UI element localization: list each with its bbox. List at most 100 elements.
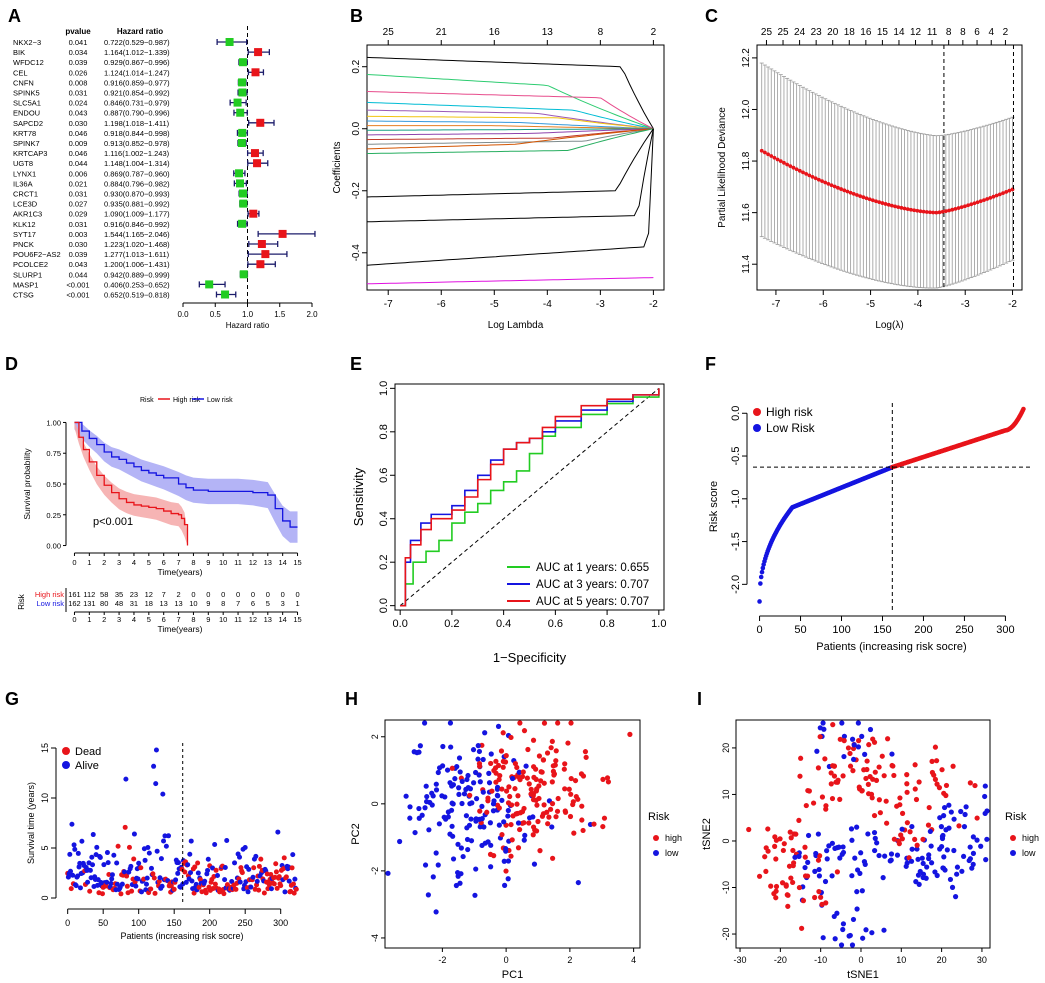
risk-score-point — [759, 569, 765, 575]
sample-point — [464, 836, 471, 843]
y-tick-label: -2.0 — [730, 575, 742, 594]
pvalue-label: 0.009 — [69, 139, 88, 148]
survival-point — [258, 856, 264, 862]
sample-point — [840, 849, 847, 856]
sample-point — [488, 864, 494, 870]
sample-point — [456, 791, 462, 797]
sample-point — [762, 854, 768, 860]
y-tick-label: 12.2 — [741, 48, 752, 68]
sample-point — [570, 801, 576, 808]
sample-point — [854, 889, 860, 895]
x-tick-label: 50 — [794, 624, 806, 636]
hr-point — [205, 280, 214, 289]
sample-point — [469, 800, 475, 806]
sample-point — [863, 927, 869, 933]
pvalue-label: 0.046 — [69, 149, 88, 158]
x-tick-label: -4 — [543, 299, 552, 310]
survival-point — [254, 878, 260, 884]
sample-point — [850, 916, 857, 923]
sample-point — [517, 720, 523, 726]
sample-point — [510, 813, 516, 819]
sample-point — [784, 892, 790, 898]
sample-point — [503, 788, 510, 794]
legend-marker-low — [1010, 850, 1016, 856]
survival-point — [77, 860, 83, 866]
y-axis-label: Sensitivity — [351, 467, 366, 526]
sample-point — [924, 864, 930, 870]
plot-frame — [735, 719, 991, 949]
gene-label: CTSG — [13, 291, 34, 300]
sample-point — [550, 763, 556, 769]
panel-f-risk-score: 0 50 100 150 200 250 300 -2.0 -1.5 -1.0 -0.5 0.0 Pat… — [708, 403, 1030, 653]
risk-row-label-high: High risk — [35, 590, 64, 599]
sample-point — [417, 743, 423, 749]
sample-point — [440, 743, 446, 750]
sample-point — [414, 750, 420, 756]
top-tick-label: 16 — [860, 27, 872, 38]
sample-point — [501, 858, 507, 864]
survival-point — [72, 846, 78, 852]
risk-count-low: 5 — [266, 599, 270, 608]
survival-point — [245, 889, 251, 895]
x-tick-label: -20 — [774, 955, 787, 965]
sample-point — [967, 856, 973, 862]
sample-point — [515, 845, 522, 851]
sample-point — [456, 785, 462, 791]
sample-point — [943, 827, 949, 833]
deviance-point — [788, 164, 793, 168]
sample-point — [904, 820, 910, 826]
km-curve-low — [74, 421, 298, 528]
legend-label-low: Low Risk — [766, 421, 816, 435]
survival-point — [68, 886, 74, 892]
sample-point — [508, 734, 514, 741]
survival-point — [89, 854, 95, 860]
deviance-point — [766, 152, 770, 157]
risk-row-label-low: Low risk — [36, 599, 64, 608]
sample-point — [984, 808, 990, 814]
survival-point — [205, 867, 211, 873]
sample-point — [548, 745, 554, 751]
sample-point — [849, 736, 856, 742]
risk-count-high: 0 — [191, 590, 195, 599]
sample-point — [926, 855, 932, 862]
survival-point — [157, 875, 163, 881]
deviance-point — [810, 174, 815, 179]
gene-label: SLURP1 — [13, 270, 42, 279]
coefficient-path — [366, 56, 654, 129]
sample-point — [944, 847, 950, 853]
sample-point — [501, 819, 507, 825]
top-tick-label: 6 — [974, 27, 980, 38]
gene-label: BIK — [13, 48, 25, 57]
hr-point — [238, 189, 247, 198]
sample-point — [818, 894, 824, 900]
sample-point — [505, 813, 511, 819]
sample-point — [908, 858, 915, 864]
sample-point — [521, 728, 528, 734]
risk-table-x-tick-label: 12 — [249, 615, 257, 624]
sample-point — [578, 771, 585, 777]
panel-e-roc: 0.0 0.2 0.4 0.6 0.8 1.0 0.0 0.2 0.4 0.6 0.8 1.0 1−Sp… — [351, 381, 666, 665]
sample-point — [876, 852, 882, 859]
sample-point — [822, 756, 828, 762]
hr-text-label: 0.942(0.889−0.999) — [104, 270, 170, 279]
survival-point — [246, 866, 252, 872]
x-tick-label: -3 — [961, 299, 970, 310]
sample-point — [536, 753, 543, 759]
sample-point — [550, 855, 556, 861]
survival-point — [136, 860, 142, 866]
survival-point — [188, 838, 194, 844]
sample-point — [591, 821, 597, 827]
x-tick-label: 0.0 — [393, 618, 408, 630]
survival-point — [126, 844, 132, 850]
pvalue-label: 0.008 — [69, 78, 88, 87]
sample-point — [424, 793, 430, 800]
survival-point — [153, 747, 159, 753]
sample-point — [796, 884, 803, 891]
risk-count-low: 9 — [206, 599, 210, 608]
sample-point — [877, 810, 883, 816]
sample-point — [433, 787, 440, 793]
sample-point — [519, 773, 526, 780]
sample-point — [912, 762, 918, 768]
y-tick-label: 12.0 — [741, 99, 752, 119]
sample-point — [947, 876, 954, 883]
